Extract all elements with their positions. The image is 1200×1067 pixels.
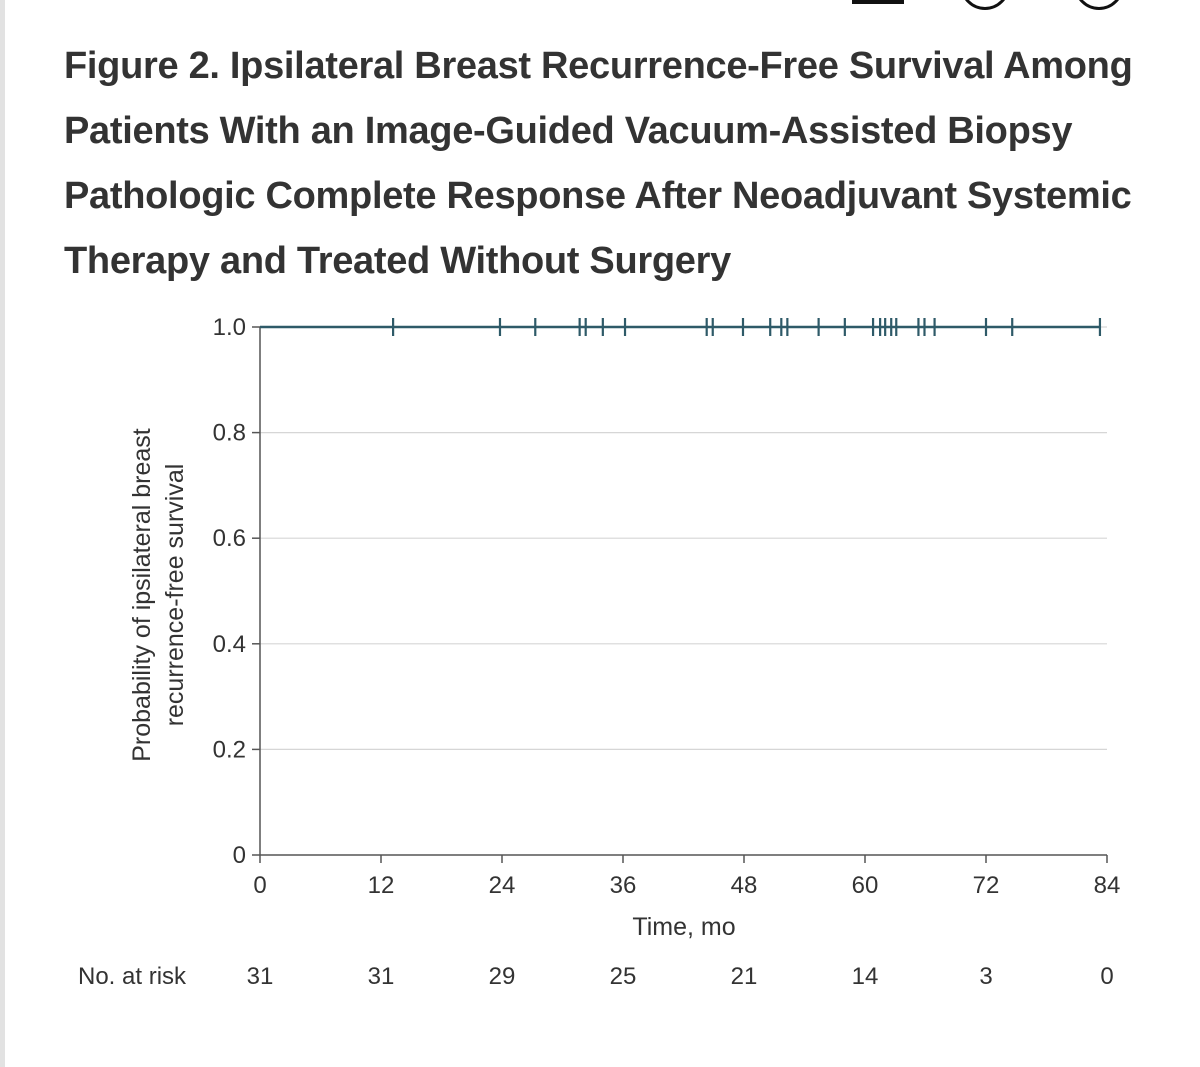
grid-lines	[260, 326, 1107, 751]
y-tick-label: 0.2	[213, 736, 246, 763]
toolbar-fragment	[0, 0, 1200, 12]
x-tick-label: 60	[852, 872, 879, 899]
risk-count: 31	[368, 963, 395, 990]
x-tick-label: 48	[731, 872, 758, 899]
axes	[259, 327, 1107, 856]
risk-count: 3	[979, 963, 992, 990]
risk-count: 21	[731, 963, 758, 990]
risk-count: 0	[1100, 963, 1113, 990]
y-axis-label-line-2: recurrence-free survival	[161, 464, 189, 727]
y-axis-label-line-1: Probability of ipsilateral breast	[128, 428, 156, 762]
x-tick-label: 36	[610, 872, 637, 899]
x-tick-label: 12	[368, 872, 395, 899]
page-edge-bar	[0, 0, 5, 1067]
censor-marks	[392, 318, 1102, 336]
figure-title: Figure 2. Ipsilateral Breast Recurrence-…	[64, 45, 1133, 282]
x-tick-label: 72	[973, 872, 1000, 899]
y-ticks: 0 0.2 0.4 0.6 0.8 1.0	[213, 314, 260, 869]
y-axis-label: Probability of ipsilateral breast recurr…	[128, 428, 189, 762]
x-tick-label: 84	[1094, 872, 1121, 899]
risk-table-label: No. at risk	[78, 963, 187, 990]
x-tick-label: 24	[489, 872, 516, 899]
risk-count: 31	[247, 963, 274, 990]
y-tick-label: 0.4	[213, 631, 246, 658]
x-tick-label: 0	[253, 872, 266, 899]
x-axis-label: Time, mo	[632, 913, 735, 941]
y-tick-label: 0.6	[213, 525, 246, 552]
risk-table-counts: 31 31 29 25 21 14 3 0	[247, 963, 1114, 990]
risk-count: 14	[852, 963, 879, 990]
x-ticks: 0 12 24 36 48 60 72 84	[253, 855, 1120, 899]
y-tick-label: 1.0	[213, 314, 246, 341]
risk-count: 29	[489, 963, 516, 990]
y-tick-label: 0	[233, 842, 246, 869]
y-tick-label: 0.8	[213, 420, 246, 447]
risk-count: 25	[610, 963, 637, 990]
menu-icon[interactable]	[852, 0, 904, 4]
